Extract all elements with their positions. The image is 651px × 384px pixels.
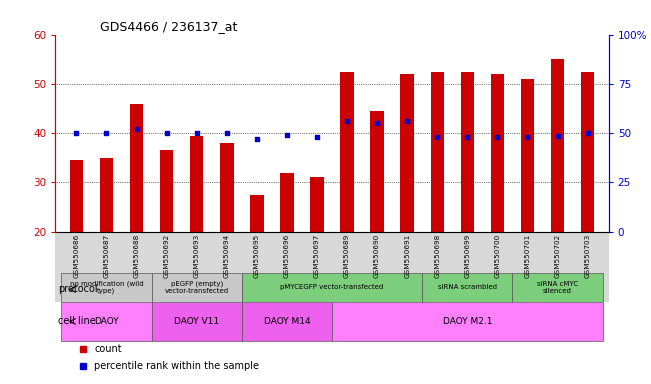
Text: DAOY: DAOY <box>94 317 118 326</box>
Point <box>221 130 232 136</box>
Text: GSM550694: GSM550694 <box>224 234 230 278</box>
Point <box>402 118 412 124</box>
Bar <box>152 302 242 341</box>
Text: protocol: protocol <box>58 285 98 295</box>
Point <box>552 133 562 139</box>
Text: GSM550701: GSM550701 <box>525 234 531 278</box>
Point <box>522 134 533 140</box>
Text: GSM550699: GSM550699 <box>464 234 470 278</box>
Point <box>191 130 202 136</box>
Bar <box>130 104 143 232</box>
Bar <box>332 302 603 341</box>
Point <box>312 134 322 140</box>
Bar <box>152 273 242 302</box>
Point <box>282 132 292 138</box>
Text: GSM550688: GSM550688 <box>133 234 139 278</box>
Bar <box>400 74 414 232</box>
Text: no modification (wild
type): no modification (wild type) <box>70 280 143 294</box>
Text: GSM550689: GSM550689 <box>344 234 350 278</box>
Text: DAOY M14: DAOY M14 <box>264 317 311 326</box>
Text: GDS4466 / 236137_at: GDS4466 / 236137_at <box>100 20 237 33</box>
Bar <box>491 74 504 232</box>
Bar <box>430 71 444 232</box>
Bar <box>512 273 603 302</box>
Bar <box>190 136 204 232</box>
Bar <box>70 160 83 232</box>
Point <box>583 130 593 136</box>
Text: GSM550703: GSM550703 <box>585 234 590 278</box>
Text: GSM550697: GSM550697 <box>314 234 320 278</box>
Text: siRNA cMYC
silenced: siRNA cMYC silenced <box>537 281 578 294</box>
Bar <box>551 59 564 232</box>
Text: GSM550687: GSM550687 <box>104 234 109 278</box>
Bar <box>460 71 474 232</box>
Text: siRNA scrambled: siRNA scrambled <box>438 284 497 290</box>
Bar <box>280 172 294 232</box>
Bar <box>581 71 594 232</box>
Text: GSM550700: GSM550700 <box>494 234 501 278</box>
Text: pMYCEGFP vector-transfected: pMYCEGFP vector-transfected <box>281 284 383 290</box>
Bar <box>100 158 113 232</box>
Point <box>432 134 443 140</box>
Bar <box>61 302 152 341</box>
Text: DAOY V11: DAOY V11 <box>174 317 219 326</box>
Text: GSM550693: GSM550693 <box>194 234 200 278</box>
Bar <box>160 151 173 232</box>
Text: percentile rank within the sample: percentile rank within the sample <box>94 361 259 371</box>
Text: GSM550686: GSM550686 <box>74 234 79 278</box>
Bar <box>521 79 534 232</box>
Text: GSM550698: GSM550698 <box>434 234 440 278</box>
Point <box>492 134 503 140</box>
Text: GSM550692: GSM550692 <box>163 234 170 278</box>
Bar <box>220 143 234 232</box>
Bar <box>242 273 422 302</box>
Text: GSM550695: GSM550695 <box>254 234 260 278</box>
Point <box>102 130 112 136</box>
Bar <box>311 177 324 232</box>
Text: GSM550696: GSM550696 <box>284 234 290 278</box>
Text: GSM550690: GSM550690 <box>374 234 380 278</box>
Bar <box>242 302 332 341</box>
Bar <box>340 71 353 232</box>
Text: GSM550702: GSM550702 <box>555 234 561 278</box>
Point <box>252 136 262 142</box>
Text: cell line: cell line <box>58 316 96 326</box>
Text: pEGFP (empty)
vector-transfected: pEGFP (empty) vector-transfected <box>165 281 229 294</box>
Text: DAOY M2.1: DAOY M2.1 <box>443 317 492 326</box>
Text: GSM550691: GSM550691 <box>404 234 410 278</box>
Point <box>462 134 473 140</box>
Point <box>71 130 81 136</box>
Point <box>342 118 352 124</box>
Text: count: count <box>94 344 122 354</box>
Point <box>372 120 382 126</box>
Bar <box>61 273 152 302</box>
Point <box>161 130 172 136</box>
Point <box>132 126 142 132</box>
Bar <box>422 273 512 302</box>
Bar <box>370 111 384 232</box>
Bar <box>250 195 264 232</box>
